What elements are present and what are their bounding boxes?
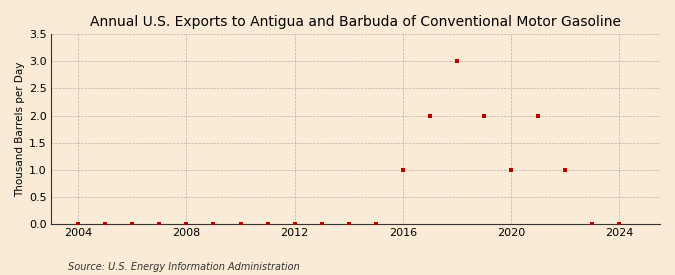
Point <box>154 222 165 226</box>
Title: Annual U.S. Exports to Antigua and Barbuda of Conventional Motor Gasoline: Annual U.S. Exports to Antigua and Barbu… <box>90 15 621 29</box>
Point <box>371 222 381 226</box>
Point <box>181 222 192 226</box>
Y-axis label: Thousand Barrels per Day: Thousand Barrels per Day <box>15 61 25 197</box>
Point <box>425 113 435 118</box>
Point <box>73 222 84 226</box>
Text: Source: U.S. Energy Information Administration: Source: U.S. Energy Information Administ… <box>68 262 299 272</box>
Point <box>506 167 516 172</box>
Point <box>533 113 543 118</box>
Point <box>344 222 354 226</box>
Point <box>479 113 489 118</box>
Point <box>560 167 570 172</box>
Point <box>208 222 219 226</box>
Point <box>100 222 111 226</box>
Point <box>614 222 625 226</box>
Point <box>127 222 138 226</box>
Point <box>290 222 300 226</box>
Point <box>587 222 598 226</box>
Point <box>235 222 246 226</box>
Point <box>317 222 327 226</box>
Point <box>398 167 408 172</box>
Point <box>452 59 462 64</box>
Point <box>262 222 273 226</box>
